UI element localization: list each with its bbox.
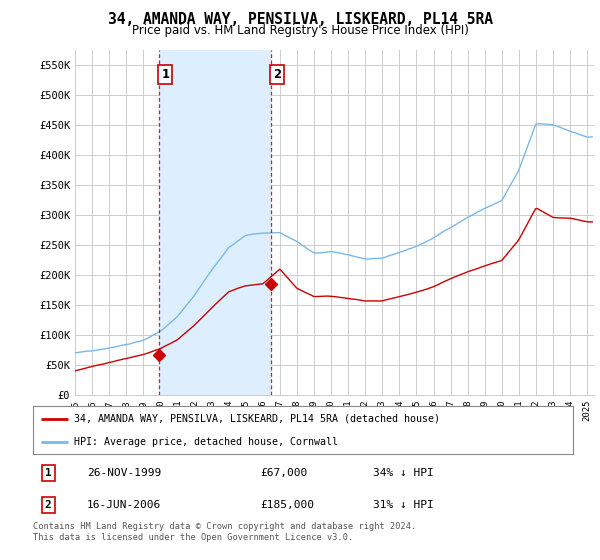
Text: 34% ↓ HPI: 34% ↓ HPI — [373, 468, 434, 478]
Text: 2: 2 — [45, 500, 52, 510]
Text: 1: 1 — [45, 468, 52, 478]
Text: 2: 2 — [273, 68, 281, 81]
Text: This data is licensed under the Open Government Licence v3.0.: This data is licensed under the Open Gov… — [33, 533, 353, 542]
Text: £67,000: £67,000 — [260, 468, 307, 478]
Text: 16-JUN-2006: 16-JUN-2006 — [87, 500, 161, 510]
Text: £185,000: £185,000 — [260, 500, 314, 510]
Text: 31% ↓ HPI: 31% ↓ HPI — [373, 500, 434, 510]
Text: Price paid vs. HM Land Registry's House Price Index (HPI): Price paid vs. HM Land Registry's House … — [131, 24, 469, 36]
Text: 34, AMANDA WAY, PENSILVA, LISKEARD, PL14 5RA: 34, AMANDA WAY, PENSILVA, LISKEARD, PL14… — [107, 12, 493, 27]
Text: Contains HM Land Registry data © Crown copyright and database right 2024.: Contains HM Land Registry data © Crown c… — [33, 522, 416, 531]
Text: 1: 1 — [161, 68, 169, 81]
Text: HPI: Average price, detached house, Cornwall: HPI: Average price, detached house, Corn… — [74, 437, 337, 447]
Bar — [158, 50, 271, 395]
Text: 34, AMANDA WAY, PENSILVA, LISKEARD, PL14 5RA (detached house): 34, AMANDA WAY, PENSILVA, LISKEARD, PL14… — [74, 414, 439, 424]
Text: 26-NOV-1999: 26-NOV-1999 — [87, 468, 161, 478]
